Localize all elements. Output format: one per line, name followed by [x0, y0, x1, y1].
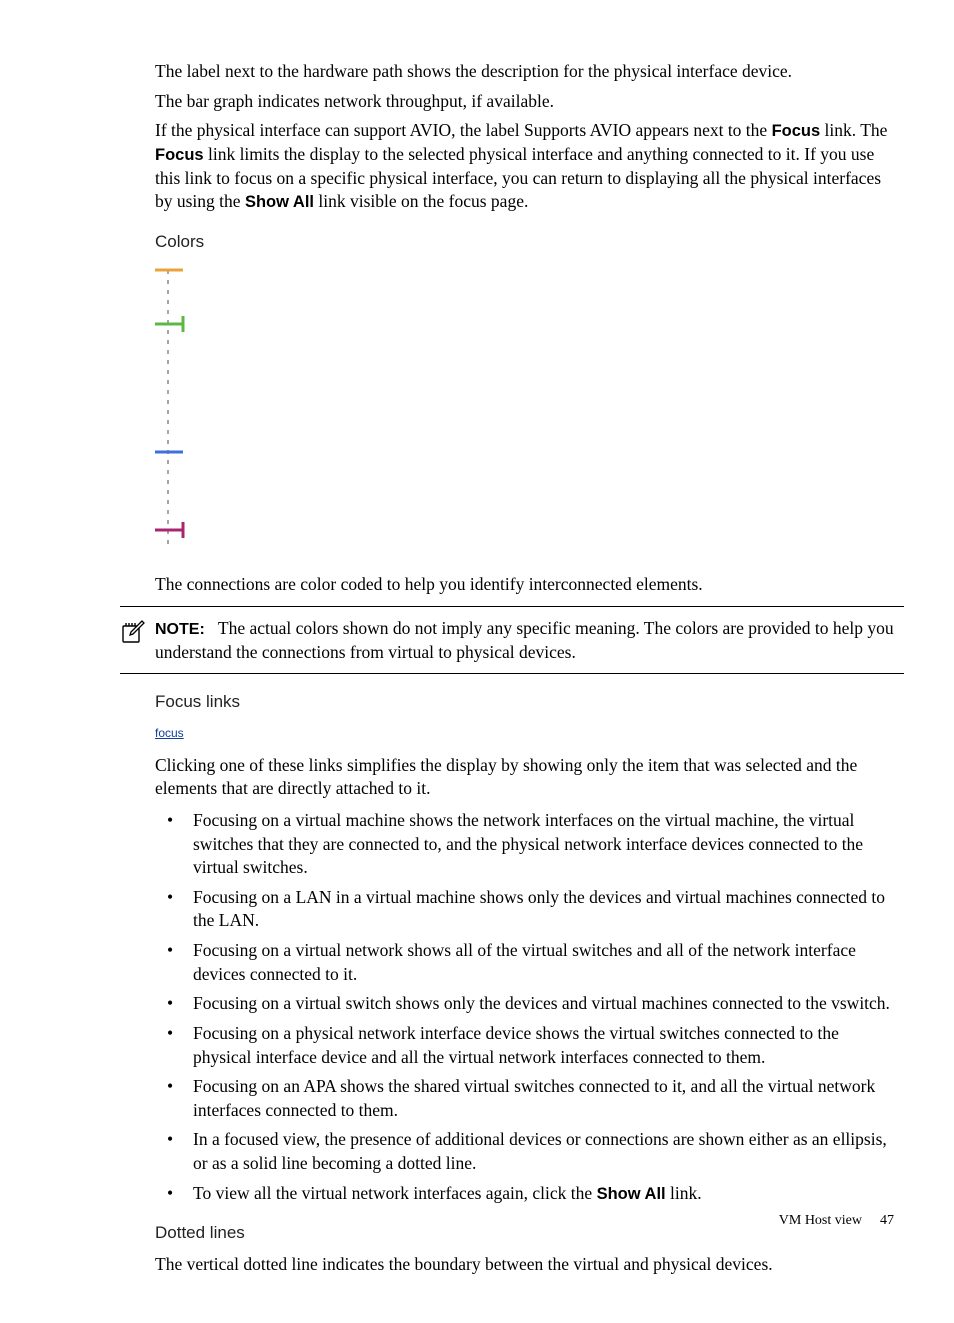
list-item: Focusing on a physical network interface…: [155, 1022, 895, 1069]
b8-part1: To view all the virtual network interfac…: [193, 1183, 597, 1203]
colors-svg: [155, 262, 197, 552]
subhead-colors: Colors: [155, 232, 895, 252]
intro-p3-part1: If the physical interface can support AV…: [155, 120, 772, 140]
list-item: Focusing on an APA shows the shared virt…: [155, 1075, 895, 1122]
b8-bold: Show All: [597, 1185, 666, 1203]
footer-label: VM Host view: [779, 1213, 862, 1228]
note-block: NOTE: The actual colors shown do not imp…: [120, 606, 904, 673]
dotted-text: The vertical dotted line indicates the b…: [155, 1253, 895, 1277]
focus-link[interactable]: focus: [155, 726, 184, 740]
b8-part2: link.: [666, 1183, 702, 1203]
focus-intro: Clicking one of these links simplifies t…: [155, 754, 895, 801]
intro-p3-part2: link. The: [820, 120, 887, 140]
content-column: The label next to the hardware path show…: [155, 60, 895, 1277]
note-text: NOTE: The actual colors shown do not imp…: [155, 617, 904, 664]
list-item: In a focused view, the presence of addit…: [155, 1128, 895, 1175]
subhead-focus-links: Focus links: [155, 692, 895, 712]
intro-para-2: The bar graph indicates network throughp…: [155, 90, 895, 114]
list-item: To view all the virtual network interfac…: [155, 1182, 895, 1206]
intro-para-1: The label next to the hardware path show…: [155, 60, 895, 84]
focus-bullet-list: Focusing on a virtual machine shows the …: [155, 809, 895, 1205]
note-body: The actual colors shown do not imply any…: [155, 618, 894, 662]
note-pencil-icon: [120, 619, 146, 645]
footer-page-number: 47: [880, 1213, 894, 1228]
list-item: Focusing on a LAN in a virtual machine s…: [155, 886, 895, 933]
intro-p3-bold2: Focus: [155, 146, 204, 164]
intro-p3-bold3: Show All: [245, 193, 314, 211]
colors-diagram: [155, 262, 895, 557]
list-item: Focusing on a virtual switch shows only …: [155, 992, 895, 1016]
list-item: Focusing on a virtual network shows all …: [155, 939, 895, 986]
page-footer: VM Host view 47: [779, 1213, 894, 1229]
note-label: NOTE:: [155, 621, 205, 638]
page-container: The label next to the hardware path show…: [0, 0, 954, 1323]
intro-p3-bold1: Focus: [772, 122, 821, 140]
note-icon: [120, 617, 155, 645]
intro-para-3: If the physical interface can support AV…: [155, 119, 895, 214]
list-item: Focusing on a virtual machine shows the …: [155, 809, 895, 880]
intro-p3-part4: link visible on the focus page.: [314, 191, 528, 211]
colors-caption: The connections are color coded to help …: [155, 573, 895, 597]
